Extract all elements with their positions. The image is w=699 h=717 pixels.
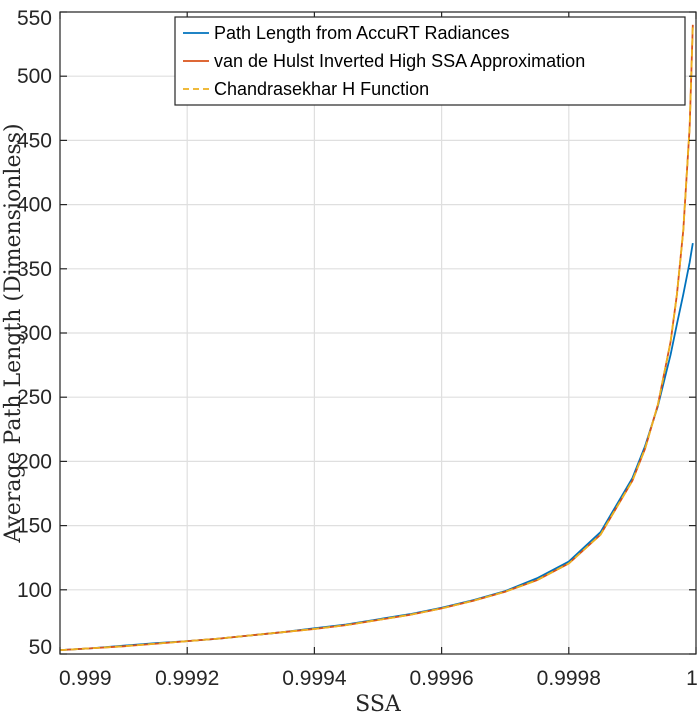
y-tick-label: 350 bbox=[17, 258, 52, 281]
x-tick-label: 0.9992 bbox=[155, 667, 219, 690]
y-tick-labels: 50 100 150 200 250 300 350 400 450 500 550 bbox=[17, 7, 52, 659]
series-line-3 bbox=[60, 24, 694, 652]
y-axis-label: Average Path Length (Dimensionless) bbox=[1, 123, 26, 543]
grid bbox=[59, 11, 697, 655]
y-tick-label: 100 bbox=[17, 579, 52, 602]
legend-label-1: Path Length from AccuRT Radiances bbox=[214, 23, 510, 43]
y-tick-label: 500 bbox=[17, 65, 52, 88]
series-group bbox=[60, 24, 694, 652]
y-tick-label: 300 bbox=[17, 322, 52, 345]
y-tick-label: 250 bbox=[17, 386, 52, 409]
legend: Path Length from AccuRT Radiances van de … bbox=[174, 16, 686, 106]
ticks bbox=[59, 11, 697, 655]
y-tick-label: 50 bbox=[29, 636, 52, 659]
y-tick-label: 200 bbox=[17, 450, 52, 473]
x-tick-label: 0.999 bbox=[59, 667, 112, 690]
y-tick-label: 150 bbox=[17, 515, 52, 538]
x-tick-label: 0.9996 bbox=[409, 667, 473, 690]
legend-label-2: van de Hulst Inverted High SSA Approxima… bbox=[214, 51, 585, 71]
x-tick-labels: 0.999 0.9992 0.9994 0.9996 0.9998 1 bbox=[59, 667, 698, 690]
legend-box bbox=[174, 16, 686, 106]
legend-label-3: Chandrasekhar H Function bbox=[214, 79, 429, 99]
x-tick-label: 1 bbox=[686, 667, 698, 690]
y-tick-label: 550 bbox=[17, 7, 52, 30]
y-tick-label: 400 bbox=[17, 194, 52, 217]
x-tick-label: 0.9994 bbox=[282, 667, 347, 690]
x-tick-label: 0.9998 bbox=[537, 667, 601, 690]
y-tick-label: 450 bbox=[17, 129, 52, 152]
x-axis-label: SSA bbox=[355, 692, 402, 717]
